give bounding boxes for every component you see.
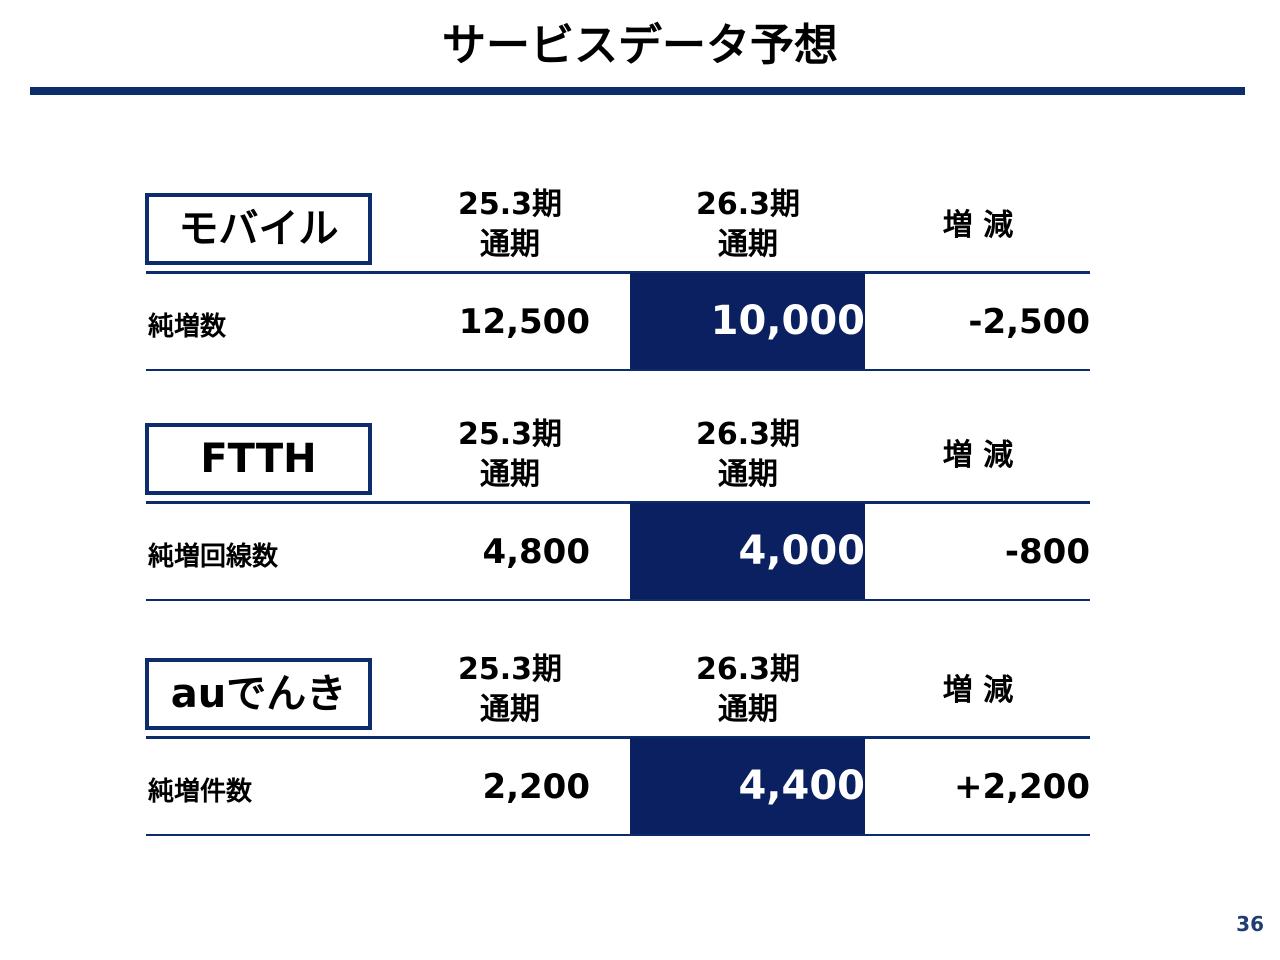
column-header: 25.3期 [457, 187, 563, 222]
row-value: +2,200 [953, 767, 1090, 807]
highlight-cell [630, 738, 865, 835]
row-value: 4,000 [738, 528, 865, 574]
row-rule [146, 834, 1090, 836]
section-label: FTTH [145, 423, 372, 495]
header-rule [146, 271, 1090, 274]
row-label: 純増回線数 [148, 542, 279, 572]
column-header: 通期 [480, 227, 540, 262]
row-value: 2,200 [482, 767, 590, 807]
title-rule [30, 87, 1245, 95]
column-header: 26.3期 [695, 652, 801, 687]
column-header: 増 減 [942, 673, 1014, 708]
row-rule [146, 369, 1090, 371]
row-value: 12,500 [458, 302, 590, 342]
column-header: 26.3期 [695, 417, 801, 452]
row-value: -2,500 [968, 302, 1090, 342]
highlight-cell [630, 503, 865, 600]
row-value: 4,400 [738, 763, 865, 809]
row-label: 純増数 [148, 312, 227, 342]
row-rule [146, 599, 1090, 601]
row-value: -800 [1004, 532, 1090, 572]
section-label: auでんき [145, 658, 372, 730]
column-header: 通期 [480, 457, 540, 492]
page-number: 36 [1236, 912, 1264, 936]
row-label: 純増件数 [148, 777, 253, 807]
column-header: 通期 [718, 457, 778, 492]
header-rule [146, 736, 1090, 739]
section-label: モバイル [145, 193, 372, 265]
row-value: 4,800 [482, 532, 590, 572]
column-header: 25.3期 [457, 652, 563, 687]
column-header: 増 減 [942, 208, 1014, 243]
column-header: 増 減 [942, 438, 1014, 473]
slide-title: サービスデータ予想 [442, 20, 838, 71]
header-rule [146, 501, 1090, 504]
column-header: 25.3期 [457, 417, 563, 452]
column-header: 通期 [480, 692, 540, 727]
column-header: 通期 [718, 227, 778, 262]
column-header: 26.3期 [695, 187, 801, 222]
column-header: 通期 [718, 692, 778, 727]
highlight-cell [630, 273, 865, 370]
row-value: 10,000 [710, 298, 865, 344]
